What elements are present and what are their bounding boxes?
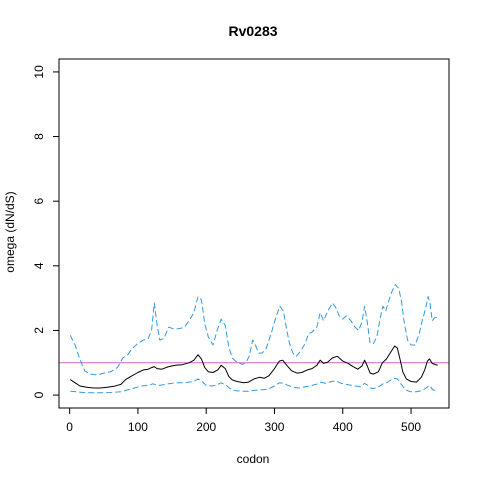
y-tick-label: 4 bbox=[32, 262, 46, 269]
series-line-upper bbox=[69, 284, 438, 376]
y-axis: 0 2 4 6 8 10 bbox=[32, 65, 60, 398]
x-tick-label: 500 bbox=[401, 420, 421, 434]
y-tick-label: 6 bbox=[32, 198, 46, 205]
y-axis-label: omega (dN/dS) bbox=[3, 191, 17, 272]
y-tick-label: 10 bbox=[32, 65, 46, 79]
plot-frame bbox=[58, 58, 450, 409]
x-tick-label: 200 bbox=[196, 420, 216, 434]
x-tick-label: 400 bbox=[333, 420, 353, 434]
x-tick-label: 100 bbox=[128, 420, 148, 434]
y-tick-label: 8 bbox=[32, 133, 46, 140]
x-axis: 0 100 200 300 400 500 bbox=[66, 407, 421, 434]
x-tick-label: 0 bbox=[66, 420, 73, 434]
chart-title: Rv0283 bbox=[228, 23, 277, 39]
x-axis-label: codon bbox=[237, 452, 270, 466]
series-line-estimate bbox=[70, 345, 438, 389]
y-tick-label: 0 bbox=[32, 391, 46, 398]
y-tick-label: 2 bbox=[32, 327, 46, 334]
series-line-lower bbox=[70, 377, 438, 394]
plot-area bbox=[59, 284, 449, 394]
x-tick-label: 300 bbox=[264, 420, 284, 434]
